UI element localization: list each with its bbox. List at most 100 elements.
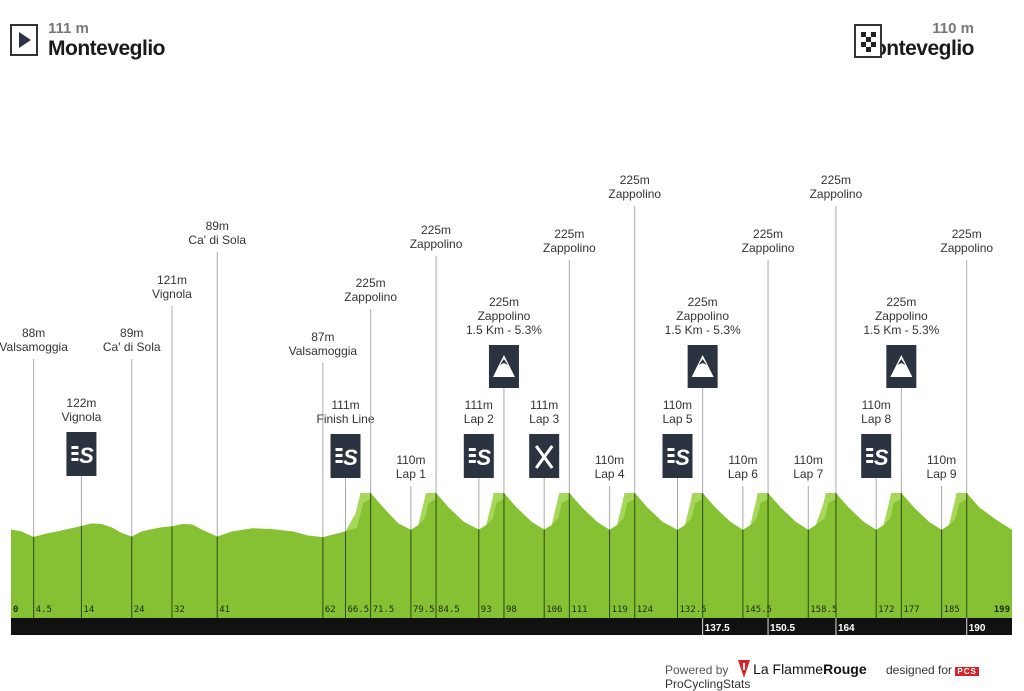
mountain-icon [687, 345, 718, 388]
start-town: Monteveglio [48, 37, 166, 60]
marker-label: Vignola [152, 287, 192, 301]
marker-label: 1.5 Km - 5.3% [466, 323, 542, 337]
marker-elevation: 88m [22, 326, 45, 340]
marker-label: 1.5 Km - 5.3% [863, 323, 939, 337]
sprint-icon: S [861, 434, 892, 478]
marker-elevation: 121m [157, 273, 187, 287]
marker-label: 1.5 Km - 5.3% [665, 323, 741, 337]
marker-elevation: 225m [421, 223, 451, 237]
km-tick-label-lower: 137.5 [705, 623, 730, 634]
marker-label: Zappolino [410, 237, 463, 251]
finish-elevation: 110 m [932, 20, 974, 37]
marker-elevation: 110m [927, 453, 956, 467]
marker-elevation: 89m [206, 219, 229, 233]
marker-elevation: 225m [952, 227, 982, 241]
km-tick-label: 185 [944, 605, 960, 615]
sprint-icon: S [66, 432, 97, 476]
marker-elevation: 87m [311, 330, 334, 344]
marker-elevation: 225m [620, 173, 650, 187]
marker-elevation: 225m [688, 295, 718, 309]
marker-elevation: 225m [821, 173, 851, 187]
marker-label: Lap 2 [464, 412, 494, 426]
marker-label: Lap 6 [728, 467, 758, 481]
marker-label: Zappolino [940, 241, 993, 255]
km-tick-label-lower: 150.5 [770, 623, 795, 634]
marker-elevation: 110m [728, 453, 757, 467]
climb-highlight [551, 493, 570, 525]
km-tick-label: 84.5 [438, 605, 460, 615]
marker-label: Lap 1 [396, 467, 426, 481]
distance-axis-bar [11, 618, 1012, 635]
finish-town: Monteveglio [856, 37, 975, 60]
start-elevation: 111 m [48, 20, 89, 37]
marker-label: Vignola [62, 410, 102, 424]
marker-label: Ca' di Sola [103, 340, 161, 354]
km-tick-label: 14 [83, 605, 94, 615]
climb-highlight [815, 493, 836, 525]
km-tick-label: 93 [481, 605, 492, 615]
marker-elevation: 111m [331, 398, 359, 412]
marker-label: Lap 5 [662, 412, 692, 426]
km-tick-label: 4.5 [36, 605, 52, 615]
marker-elevation: 110m [663, 398, 692, 412]
km-tick-label: 111 [571, 605, 587, 615]
km-tick-label: 62 [325, 605, 336, 615]
marker-label: Zappolino [344, 290, 397, 304]
marker-elevation: 110m [396, 453, 425, 467]
flamme-rouge-brand: La FlammeRouge [753, 661, 867, 677]
brand-flamme: La Flamme [753, 661, 824, 677]
play-flag-icon [10, 24, 38, 56]
climb-highlight [418, 493, 437, 525]
km-tick-label: 32 [174, 605, 185, 615]
sprint-icon: S [662, 434, 693, 478]
checkered-flag-icon [854, 24, 882, 58]
procyclingstats-brand: ProCyclingStats [665, 677, 751, 691]
elevation-profile [11, 493, 1012, 618]
marker-label: Lap 7 [793, 467, 823, 481]
marker-elevation: 110m [595, 453, 624, 467]
marker-elevation: 110m [794, 453, 823, 467]
svg-text:S: S [343, 445, 358, 470]
feed-zone-icon [529, 434, 560, 478]
marker-elevation: 225m [356, 276, 386, 290]
km-tick-label: 199 [994, 605, 1010, 615]
marker-elevation: 122m [66, 396, 96, 410]
km-tick-label: 172 [878, 605, 894, 615]
marker-elevation: 225m [489, 295, 519, 309]
svg-text:S: S [79, 443, 94, 468]
footer: Powered by La FlammeRouge designed for P… [665, 656, 1024, 691]
km-tick-label: 158.5 [810, 605, 837, 615]
km-tick-label: 0 [13, 605, 18, 615]
svg-text:S: S [874, 445, 889, 470]
marker-label: Lap 9 [927, 467, 957, 481]
km-tick-label-lower: 164 [838, 623, 855, 634]
marker-label: Zappolino [608, 187, 661, 201]
climb-highlight [949, 493, 967, 525]
km-tick-label: 79.5 [413, 605, 435, 615]
km-tick-label: 24 [134, 605, 145, 615]
marker-elevation: 225m [753, 227, 783, 241]
marker-label: Zappolino [810, 187, 863, 201]
powered-by-label: Powered by [665, 663, 729, 677]
km-tick-label: 145.5 [745, 605, 772, 615]
km-tick-label-lower: 190 [969, 623, 986, 634]
marker-elevation: 110m [862, 398, 891, 412]
marker-elevation: 225m [886, 295, 916, 309]
svg-text:S: S [476, 445, 491, 470]
climb-highlight [617, 493, 635, 525]
designed-for-label: designed for [886, 663, 953, 677]
brand-rouge: Rouge [823, 661, 867, 677]
marker-label: Valsamoggia [0, 340, 68, 354]
marker-label: Finish Line [316, 412, 374, 426]
flamme-rouge-logo-icon [737, 660, 750, 678]
marker-label: Zappolino [742, 241, 795, 255]
mountain-icon [886, 345, 917, 388]
km-tick-label: 106 [546, 605, 562, 615]
km-tick-label: 177 [903, 605, 919, 615]
